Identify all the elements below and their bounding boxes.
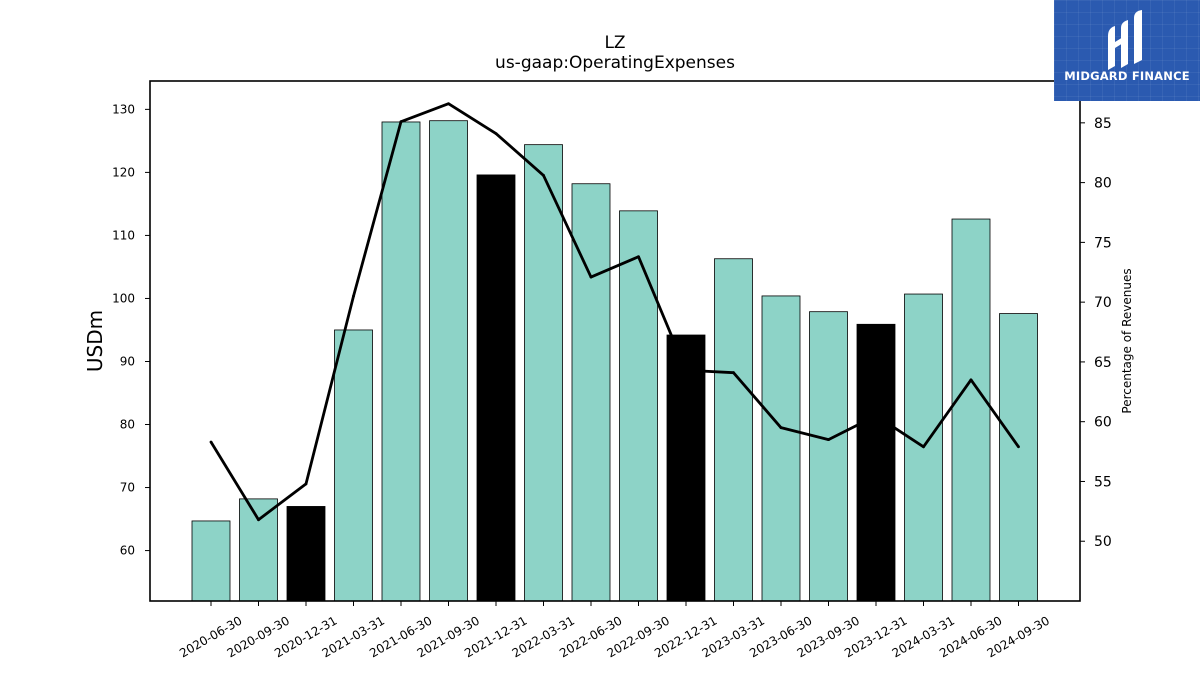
bar-2021-12-31 bbox=[476, 174, 516, 602]
line-point-2024-06-30 bbox=[969, 378, 973, 382]
brand-logo: MIDGARD FINANCE bbox=[1054, 0, 1200, 101]
line-point-2020-06-30 bbox=[209, 440, 213, 444]
bar-2023-03-31 bbox=[714, 258, 753, 602]
line-point-2024-09-30 bbox=[1017, 445, 1020, 449]
bar-2022-09-30 bbox=[619, 210, 658, 602]
y-right-tick-label: 60 bbox=[1094, 415, 1112, 431]
right-axis: 50 55 60 65 70 75 80 85 bbox=[1080, 116, 1112, 550]
line-point-2023-03-31 bbox=[732, 371, 735, 375]
y-axis-label: USDm bbox=[83, 310, 107, 372]
y-tick-label: 120 bbox=[112, 165, 135, 179]
y-tick-label: 80 bbox=[120, 418, 135, 432]
y-right-tick-label: 70 bbox=[1094, 295, 1112, 311]
y-axis-label-right: Percentage of Revenues bbox=[1120, 268, 1134, 413]
bar-2023-12-31 bbox=[856, 323, 896, 602]
bar-2021-06-30 bbox=[381, 121, 421, 602]
bar-2021-03-31 bbox=[334, 329, 373, 602]
bar-2024-06-30 bbox=[951, 218, 991, 602]
y-tick-label: 130 bbox=[112, 102, 135, 116]
y-tick-label: 110 bbox=[112, 228, 135, 242]
y-tick-label: 90 bbox=[120, 354, 135, 368]
logo-text: MIDGARD FINANCE bbox=[1064, 69, 1190, 83]
bar-2022-06-30 bbox=[571, 183, 611, 602]
bar-2023-09-30 bbox=[809, 311, 848, 602]
y-right-tick-label: 55 bbox=[1094, 474, 1112, 490]
logo-mark-icon bbox=[1108, 10, 1142, 70]
x-axis: 2020-06-302020-09-302020-12-312021-03-31… bbox=[177, 601, 1052, 660]
y-right-tick-label: 75 bbox=[1094, 235, 1112, 251]
bar-2020-06-30 bbox=[191, 520, 231, 602]
bar-2020-09-30 bbox=[239, 498, 278, 602]
line-point-2021-03-31 bbox=[352, 294, 355, 298]
percentage-of-revenues-line bbox=[209, 102, 1020, 522]
bar-2022-12-31 bbox=[666, 334, 706, 602]
y-right-tick-label: 65 bbox=[1094, 355, 1112, 371]
line-point-2021-09-30 bbox=[447, 102, 450, 106]
line-point-2024-03-31 bbox=[922, 445, 925, 449]
line-point-2023-06-30 bbox=[779, 426, 783, 430]
line-series bbox=[209, 102, 1020, 522]
line-point-2020-12-31 bbox=[304, 482, 308, 486]
bar-2022-03-31 bbox=[524, 144, 563, 602]
left-axis: 60 70 80 90 100 110 120 130 bbox=[112, 102, 150, 558]
y-tick-label: 60 bbox=[120, 544, 135, 558]
line-point-2023-12-31 bbox=[874, 414, 878, 418]
plot-frame bbox=[149, 80, 1081, 602]
line-point-2021-06-30 bbox=[399, 120, 403, 124]
y-right-tick-label: 85 bbox=[1094, 116, 1112, 132]
line-point-2022-03-31 bbox=[542, 174, 545, 177]
line-point-2022-09-30 bbox=[637, 255, 640, 259]
bar-2021-09-30 bbox=[429, 120, 468, 602]
y-tick-label: 70 bbox=[120, 481, 135, 495]
line-point-2022-12-31 bbox=[684, 368, 688, 372]
bar-2020-12-31 bbox=[286, 506, 326, 602]
line-point-2021-12-31 bbox=[494, 132, 498, 135]
chart-subtitle: us-gaap:OperatingExpenses bbox=[495, 53, 735, 73]
bar-2024-09-30 bbox=[999, 313, 1038, 602]
y-tick-label: 100 bbox=[112, 291, 135, 305]
line-point-2022-06-30 bbox=[589, 275, 593, 279]
line-point-2020-09-30 bbox=[257, 518, 260, 522]
chart-title: LZ bbox=[604, 33, 625, 53]
line-point-2023-09-30 bbox=[827, 438, 830, 442]
y-right-tick-label: 50 bbox=[1094, 534, 1112, 550]
bar-2023-06-30 bbox=[761, 295, 801, 602]
bar-series bbox=[191, 120, 1038, 602]
y-right-tick-label: 80 bbox=[1094, 176, 1112, 192]
